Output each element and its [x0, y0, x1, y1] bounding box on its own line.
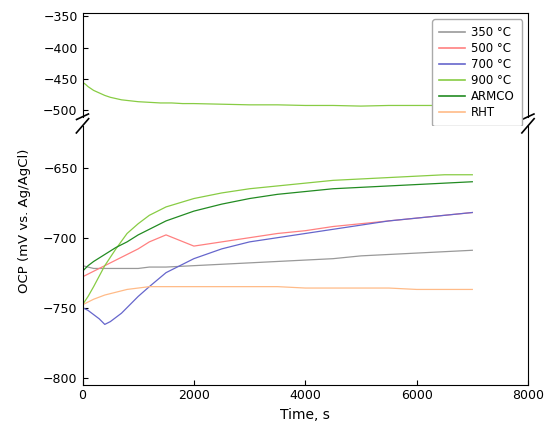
Legend: 350 °C, 500 °C, 700 °C, 900 °C, ARMCO, RHT: 350 °C, 500 °C, 700 °C, 900 °C, ARMCO, R… — [432, 19, 522, 126]
Text: OCP (mV vs. Ag/AgCl): OCP (mV vs. Ag/AgCl) — [18, 149, 31, 293]
X-axis label: Time, s: Time, s — [280, 408, 330, 422]
